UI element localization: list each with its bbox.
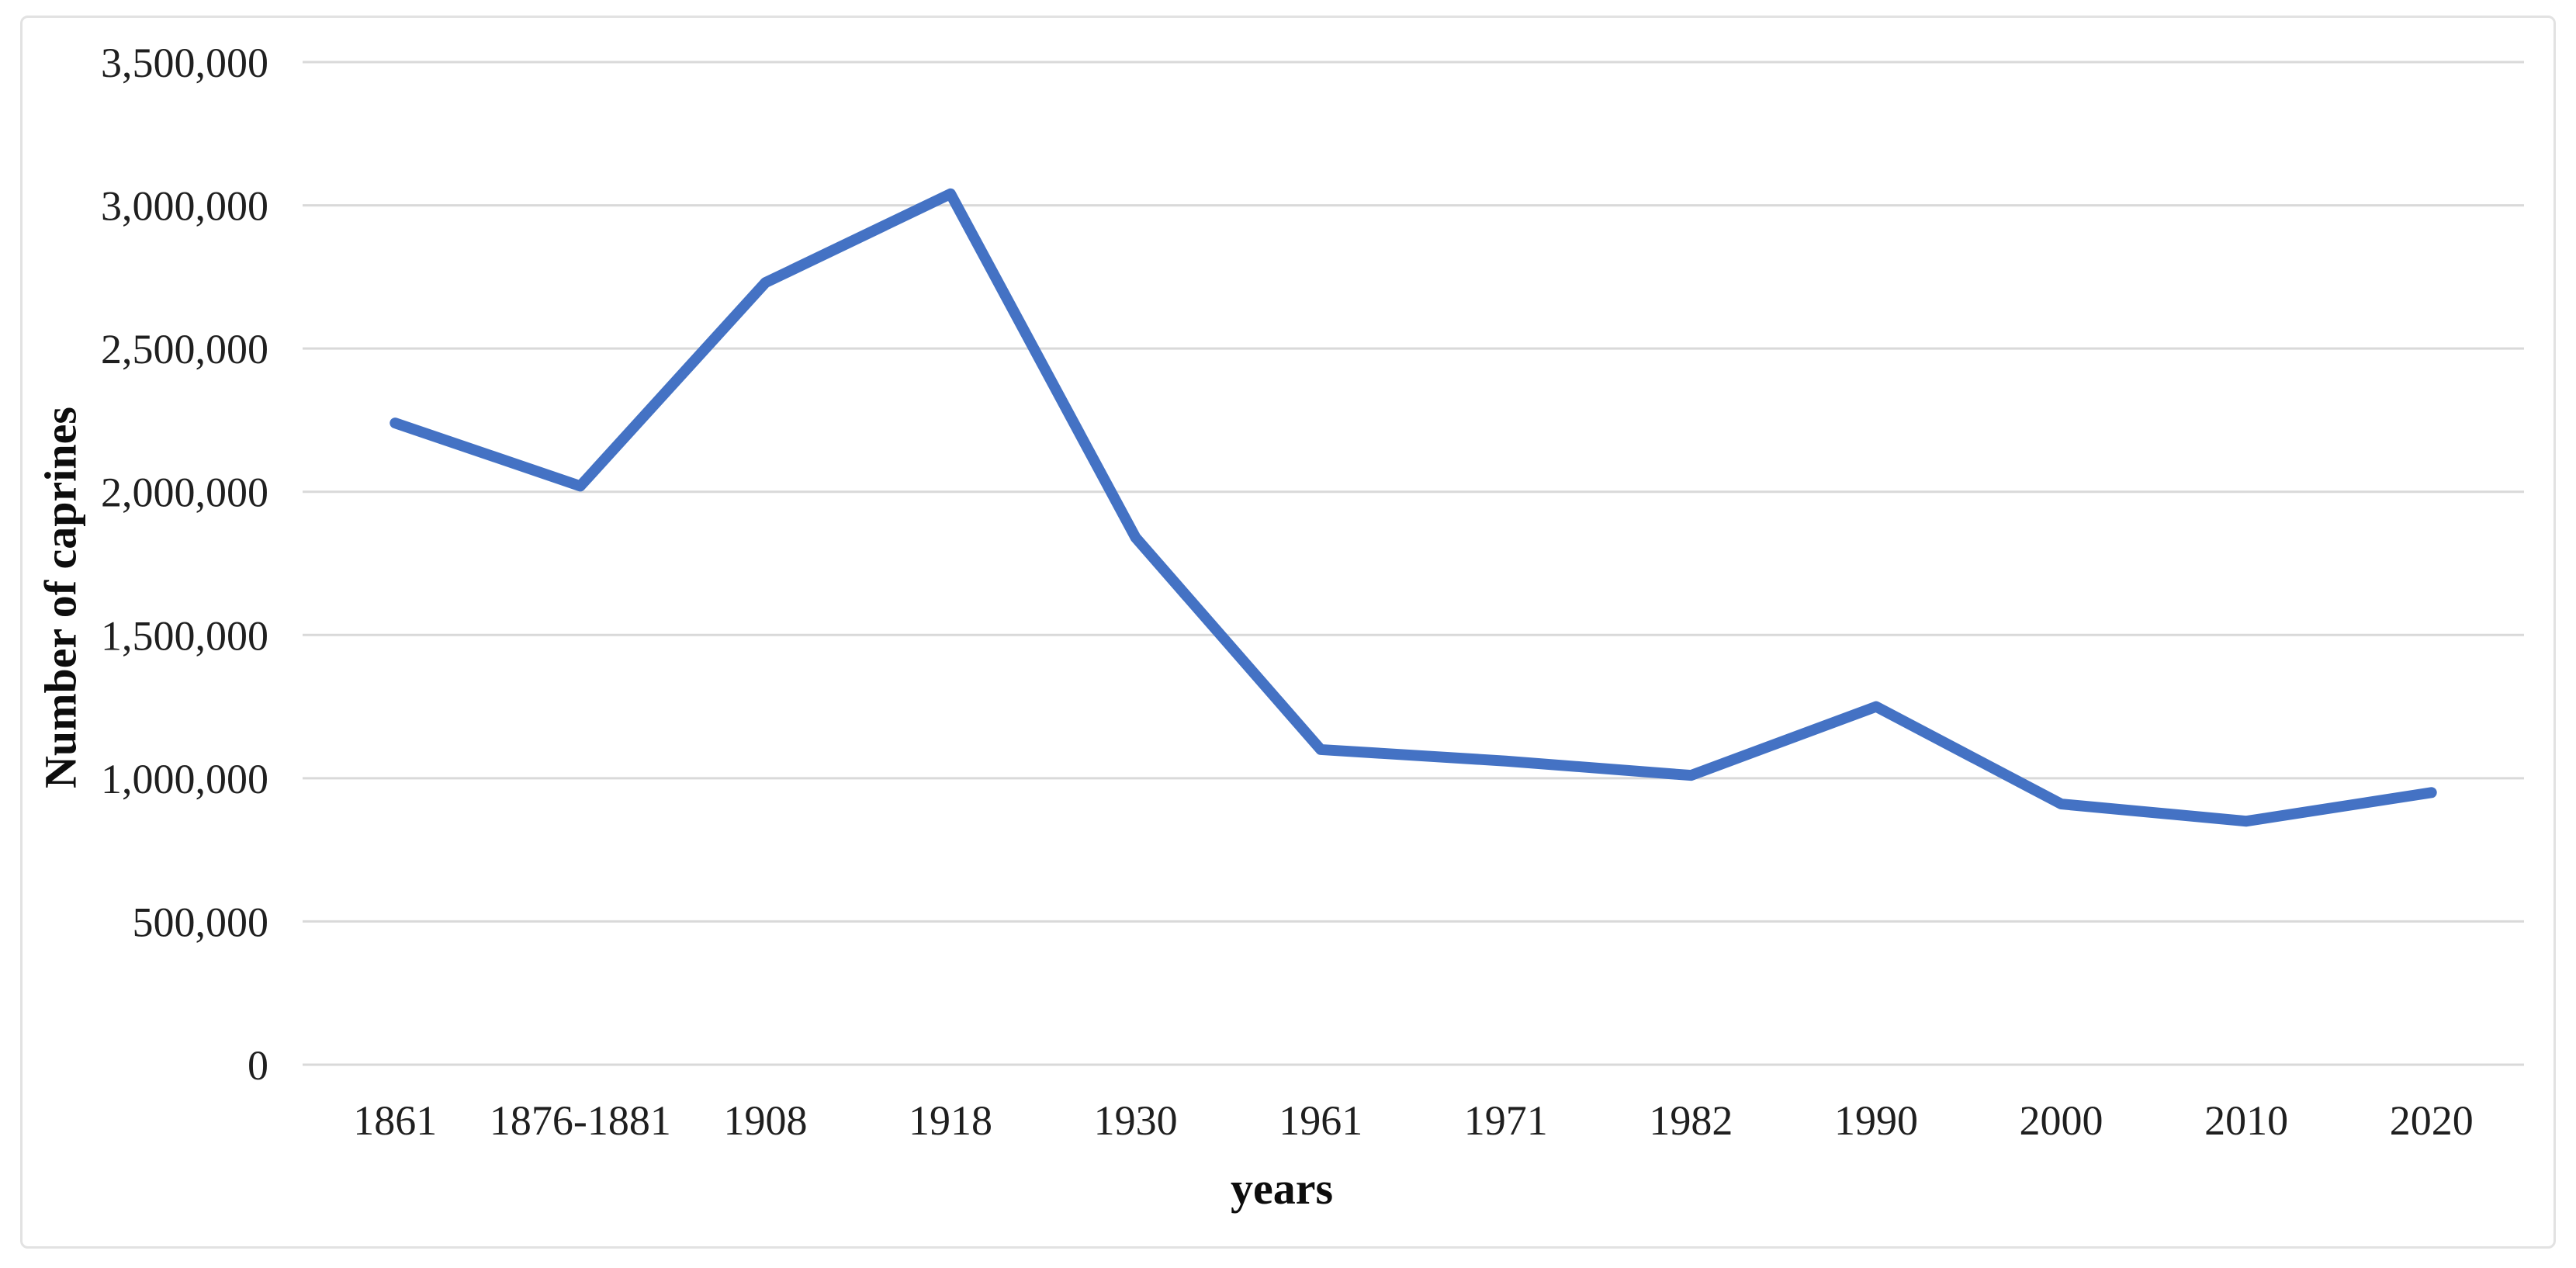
figure-border bbox=[20, 16, 2556, 1249]
y-tick-label: 3,000,000 bbox=[101, 183, 268, 230]
y-tick-label: 2,000,000 bbox=[101, 469, 268, 516]
x-tick-label: 2010 bbox=[2204, 1097, 2288, 1144]
y-tick-label: 1,000,000 bbox=[101, 756, 268, 802]
caprines-series-line bbox=[390, 188, 2437, 827]
x-tick-label: 1861 bbox=[353, 1097, 437, 1144]
y-axis-title: Number of caprines bbox=[35, 407, 86, 788]
x-tick-label: 1918 bbox=[909, 1097, 992, 1144]
y-tick-label: 1,500,000 bbox=[101, 612, 268, 659]
x-tick-label: 1982 bbox=[1649, 1097, 1733, 1144]
x-tick-label: 1876-1881 bbox=[490, 1097, 671, 1144]
y-tick-label: 2,500,000 bbox=[101, 326, 268, 372]
x-tick-label: 1908 bbox=[723, 1097, 807, 1144]
x-tick-label: 1990 bbox=[1834, 1097, 1918, 1144]
x-axis-title: years bbox=[1230, 1163, 1334, 1214]
y-tick-label: 0 bbox=[248, 1042, 268, 1089]
y-tick-label: 500,000 bbox=[133, 899, 269, 945]
y-tick-label: 3,500,000 bbox=[101, 40, 268, 86]
x-tick-label: 2000 bbox=[2020, 1097, 2103, 1144]
x-tick-label: 2020 bbox=[2390, 1097, 2474, 1144]
x-tick-label: 1930 bbox=[1094, 1097, 1178, 1144]
x-tick-label: 1961 bbox=[1279, 1097, 1362, 1144]
x-tick-label: 1971 bbox=[1464, 1097, 1548, 1144]
